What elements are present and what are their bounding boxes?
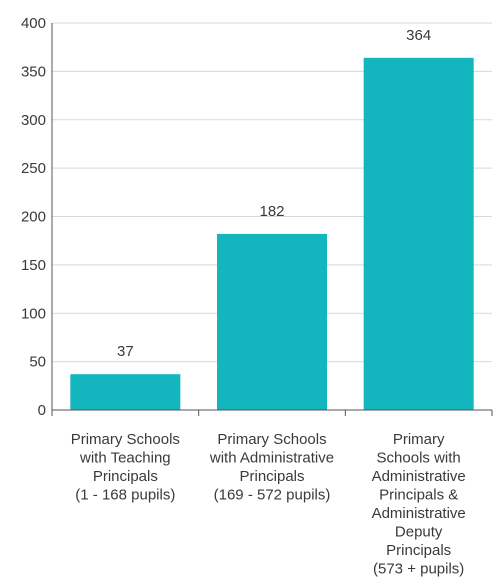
- x-category-label-line: Administrative: [372, 505, 466, 522]
- x-category-label-line: (573 + pupils): [373, 561, 464, 578]
- x-category-label: Primary Schools with Administrative Princip…: [372, 431, 466, 578]
- x-category-label-line: Principals: [93, 468, 158, 485]
- y-tick-label: 400: [21, 15, 46, 32]
- y-tick-label: 100: [21, 305, 46, 322]
- x-category-label-line: Principals: [239, 468, 304, 485]
- x-category-label-line: with Teaching: [79, 450, 171, 467]
- x-category-label: Primary Schools with Administrative Princi…: [209, 431, 334, 504]
- data-label: 364: [406, 27, 431, 44]
- x-category-label-line: (1 - 168 pupils): [75, 487, 175, 504]
- x-category-label-line: Principals &: [379, 487, 458, 504]
- x-category-label-line: Principals: [386, 542, 451, 559]
- y-tick-label: 150: [21, 257, 46, 274]
- y-tick-label: 350: [21, 63, 46, 80]
- x-category-label-line: (169 - 572 pupils): [214, 487, 331, 504]
- x-category-label-line: Primary Schools: [217, 431, 326, 448]
- data-label: 37: [117, 343, 134, 360]
- data-label: 182: [259, 203, 284, 220]
- bar: [217, 233, 327, 410]
- y-tick-label: 50: [29, 354, 46, 371]
- x-category-label-line: Administrative: [372, 468, 466, 485]
- y-tick-label: 250: [21, 160, 46, 177]
- x-category-label-line: Primary Schools: [71, 431, 180, 448]
- x-category-label-line: Primary: [393, 431, 445, 448]
- y-tick-label: 0: [38, 402, 46, 419]
- x-category-label-line: Deputy: [395, 524, 443, 541]
- x-category-label-line: with Administrative: [209, 450, 334, 467]
- bar: [363, 57, 474, 411]
- y-tick-label: 300: [21, 112, 46, 129]
- x-category-label-line: Schools with: [377, 450, 461, 467]
- x-category-label: Primary Schools with Teaching Principals (1…: [71, 431, 180, 504]
- bar: [70, 374, 181, 410]
- y-tick-label: 200: [21, 209, 46, 226]
